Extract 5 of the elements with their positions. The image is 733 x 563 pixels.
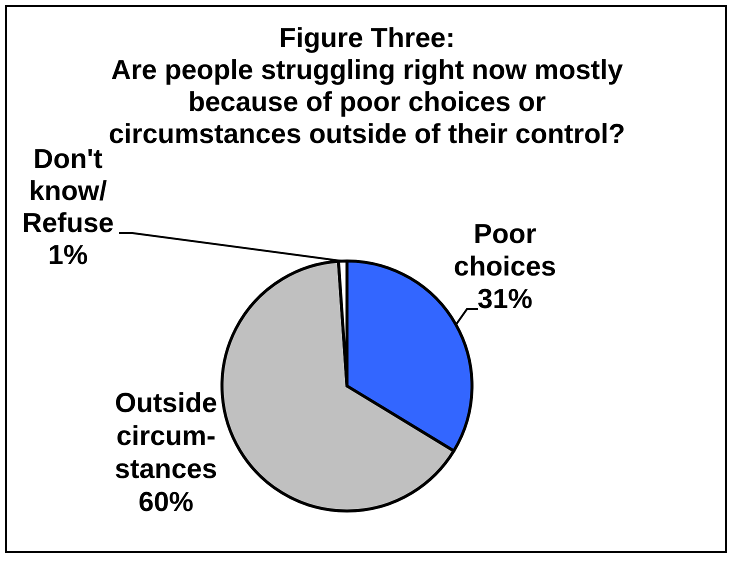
slice-label: Poor choices (454, 218, 556, 282)
data-label: 31% (477, 283, 533, 314)
data-label: 1% (48, 239, 88, 270)
data-label: 60% (138, 486, 194, 517)
slice-label: Outside circum- stances (114, 387, 218, 484)
